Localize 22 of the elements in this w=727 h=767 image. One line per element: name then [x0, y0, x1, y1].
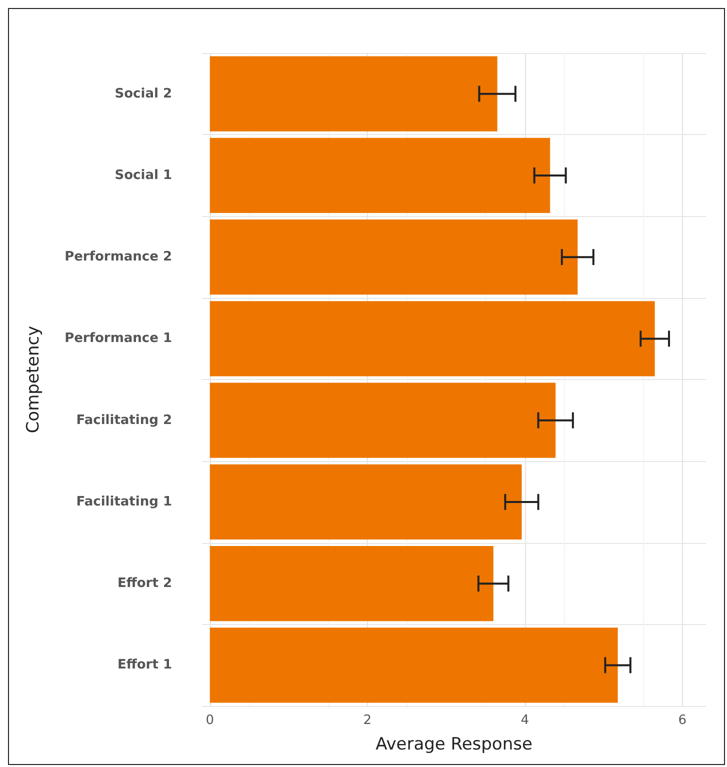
bar: [210, 220, 578, 295]
y-tick-label: Social 2: [114, 86, 172, 102]
y-tick-label: Performance 1: [64, 331, 172, 346]
bar: [210, 301, 655, 376]
bar: [210, 546, 494, 622]
bar: [210, 56, 498, 132]
y-tick-label: Performance 2: [64, 250, 172, 265]
y-tick-label: Facilitating 2: [76, 412, 172, 428]
y-tick-label: Facilitating 1: [76, 494, 172, 510]
y-tick-label: Social 1: [114, 168, 172, 183]
bar: [210, 138, 550, 213]
x-tick-label: 4: [520, 713, 530, 728]
bar: [210, 464, 522, 540]
y-tick-label: Effort 1: [117, 658, 172, 673]
y-tick-label: Effort 2: [117, 576, 172, 592]
x-tick-label: 2: [363, 713, 372, 728]
x-axis-title: Average Response: [376, 734, 532, 754]
bar: [210, 628, 618, 703]
y-axis-title: Competency: [24, 326, 44, 434]
bar: [210, 382, 556, 458]
x-tick-label: 0: [206, 713, 214, 728]
x-tick-label: 6: [678, 713, 687, 728]
